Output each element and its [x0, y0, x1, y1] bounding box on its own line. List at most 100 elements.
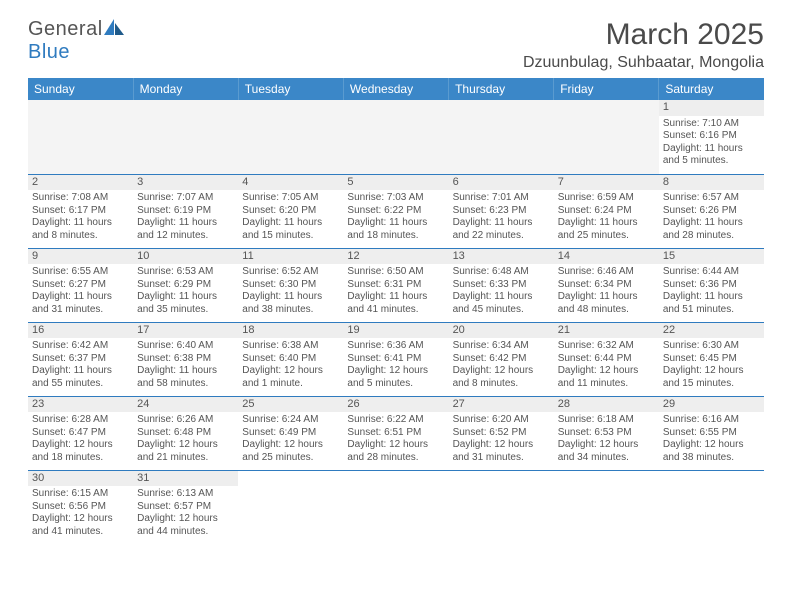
- sunrise-text: Sunrise: 7:07 AM: [137, 192, 234, 205]
- sunset-text: Sunset: 6:44 PM: [558, 353, 655, 366]
- calendar-cell: 6Sunrise: 7:01 AMSunset: 6:23 PMDaylight…: [449, 174, 554, 248]
- sunrise-text: Sunrise: 6:22 AM: [347, 414, 444, 427]
- daylight-text: Daylight: 11 hours and 12 minutes.: [137, 217, 234, 242]
- day-header: Monday: [133, 78, 238, 100]
- sunset-text: Sunset: 6:38 PM: [137, 353, 234, 366]
- day-number: 17: [133, 323, 238, 339]
- calendar-cell: 25Sunrise: 6:24 AMSunset: 6:49 PMDayligh…: [238, 396, 343, 470]
- calendar-week: 2Sunrise: 7:08 AMSunset: 6:17 PMDaylight…: [28, 174, 764, 248]
- sunrise-text: Sunrise: 6:52 AM: [242, 266, 339, 279]
- sunset-text: Sunset: 6:41 PM: [347, 353, 444, 366]
- sunset-text: Sunset: 6:24 PM: [558, 205, 655, 218]
- brand-logo: GeneralBlue: [28, 18, 126, 64]
- day-header: Sunday: [28, 78, 133, 100]
- daylight-text: Daylight: 12 hours and 31 minutes.: [453, 439, 550, 464]
- daylight-text: Daylight: 11 hours and 31 minutes.: [32, 291, 129, 316]
- calendar-cell: [28, 100, 133, 174]
- day-number: 23: [28, 397, 133, 413]
- calendar-body: 1Sunrise: 7:10 AMSunset: 6:16 PMDaylight…: [28, 100, 764, 544]
- daylight-text: Daylight: 12 hours and 15 minutes.: [663, 365, 760, 390]
- day-number: 24: [133, 397, 238, 413]
- calendar-cell: 31Sunrise: 6:13 AMSunset: 6:57 PMDayligh…: [133, 470, 238, 544]
- daylight-text: Daylight: 11 hours and 25 minutes.: [558, 217, 655, 242]
- day-header: Friday: [554, 78, 659, 100]
- daylight-text: Daylight: 12 hours and 11 minutes.: [558, 365, 655, 390]
- calendar-cell: 9Sunrise: 6:55 AMSunset: 6:27 PMDaylight…: [28, 248, 133, 322]
- calendar-cell: 21Sunrise: 6:32 AMSunset: 6:44 PMDayligh…: [554, 322, 659, 396]
- daylight-text: Daylight: 12 hours and 34 minutes.: [558, 439, 655, 464]
- calendar-cell: [554, 100, 659, 174]
- day-header: Tuesday: [238, 78, 343, 100]
- day-header: Thursday: [449, 78, 554, 100]
- calendar-cell: 24Sunrise: 6:26 AMSunset: 6:48 PMDayligh…: [133, 396, 238, 470]
- daylight-text: Daylight: 12 hours and 1 minute.: [242, 365, 339, 390]
- sunset-text: Sunset: 6:22 PM: [347, 205, 444, 218]
- calendar-cell: [449, 470, 554, 544]
- daylight-text: Daylight: 12 hours and 25 minutes.: [242, 439, 339, 464]
- day-number: 11: [238, 249, 343, 265]
- sunrise-text: Sunrise: 6:30 AM: [663, 340, 760, 353]
- sunrise-text: Sunrise: 6:24 AM: [242, 414, 339, 427]
- calendar-cell: 14Sunrise: 6:46 AMSunset: 6:34 PMDayligh…: [554, 248, 659, 322]
- sunset-text: Sunset: 6:51 PM: [347, 427, 444, 440]
- calendar-header-row: SundayMondayTuesdayWednesdayThursdayFrid…: [28, 78, 764, 100]
- daylight-text: Daylight: 12 hours and 18 minutes.: [32, 439, 129, 464]
- calendar-cell: [343, 470, 448, 544]
- daylight-text: Daylight: 12 hours and 28 minutes.: [347, 439, 444, 464]
- sunset-text: Sunset: 6:48 PM: [137, 427, 234, 440]
- daylight-text: Daylight: 11 hours and 22 minutes.: [453, 217, 550, 242]
- calendar-cell: 27Sunrise: 6:20 AMSunset: 6:52 PMDayligh…: [449, 396, 554, 470]
- title-block: March 2025 Dzuunbulag, Suhbaatar, Mongol…: [523, 18, 764, 72]
- calendar-cell: 28Sunrise: 6:18 AMSunset: 6:53 PMDayligh…: [554, 396, 659, 470]
- sunrise-text: Sunrise: 7:03 AM: [347, 192, 444, 205]
- day-number: 15: [659, 249, 764, 265]
- sunrise-text: Sunrise: 6:44 AM: [663, 266, 760, 279]
- sunset-text: Sunset: 6:30 PM: [242, 279, 339, 292]
- sail-icon: [104, 19, 126, 37]
- calendar-cell: 8Sunrise: 6:57 AMSunset: 6:26 PMDaylight…: [659, 174, 764, 248]
- calendar-cell: 1Sunrise: 7:10 AMSunset: 6:16 PMDaylight…: [659, 100, 764, 174]
- day-number: 2: [28, 175, 133, 191]
- sunrise-text: Sunrise: 6:55 AM: [32, 266, 129, 279]
- calendar-cell: 2Sunrise: 7:08 AMSunset: 6:17 PMDaylight…: [28, 174, 133, 248]
- daylight-text: Daylight: 11 hours and 58 minutes.: [137, 365, 234, 390]
- daylight-text: Daylight: 11 hours and 8 minutes.: [32, 217, 129, 242]
- brand-name: GeneralBlue: [28, 18, 126, 64]
- day-number: 10: [133, 249, 238, 265]
- sunset-text: Sunset: 6:20 PM: [242, 205, 339, 218]
- calendar-cell: [343, 100, 448, 174]
- sunset-text: Sunset: 6:31 PM: [347, 279, 444, 292]
- sunset-text: Sunset: 6:29 PM: [137, 279, 234, 292]
- day-number: 7: [554, 175, 659, 191]
- sunset-text: Sunset: 6:56 PM: [32, 501, 129, 514]
- daylight-text: Daylight: 12 hours and 21 minutes.: [137, 439, 234, 464]
- sunrise-text: Sunrise: 6:26 AM: [137, 414, 234, 427]
- calendar-cell: 18Sunrise: 6:38 AMSunset: 6:40 PMDayligh…: [238, 322, 343, 396]
- calendar-week: 30Sunrise: 6:15 AMSunset: 6:56 PMDayligh…: [28, 470, 764, 544]
- day-number: 25: [238, 397, 343, 413]
- daylight-text: Daylight: 11 hours and 28 minutes.: [663, 217, 760, 242]
- sunrise-text: Sunrise: 7:05 AM: [242, 192, 339, 205]
- daylight-text: Daylight: 11 hours and 18 minutes.: [347, 217, 444, 242]
- day-number: 22: [659, 323, 764, 339]
- calendar-week: 1Sunrise: 7:10 AMSunset: 6:16 PMDaylight…: [28, 100, 764, 174]
- calendar-cell: 4Sunrise: 7:05 AMSunset: 6:20 PMDaylight…: [238, 174, 343, 248]
- calendar-week: 9Sunrise: 6:55 AMSunset: 6:27 PMDaylight…: [28, 248, 764, 322]
- day-number: 21: [554, 323, 659, 339]
- sunrise-text: Sunrise: 6:46 AM: [558, 266, 655, 279]
- sunset-text: Sunset: 6:55 PM: [663, 427, 760, 440]
- calendar-cell: [133, 100, 238, 174]
- calendar-cell: 29Sunrise: 6:16 AMSunset: 6:55 PMDayligh…: [659, 396, 764, 470]
- calendar-cell: [238, 100, 343, 174]
- day-number: 3: [133, 175, 238, 191]
- day-number: 13: [449, 249, 554, 265]
- sunrise-text: Sunrise: 6:36 AM: [347, 340, 444, 353]
- day-number: 27: [449, 397, 554, 413]
- day-number: 31: [133, 471, 238, 487]
- sunset-text: Sunset: 6:47 PM: [32, 427, 129, 440]
- sunrise-text: Sunrise: 6:13 AM: [137, 488, 234, 501]
- calendar-cell: 3Sunrise: 7:07 AMSunset: 6:19 PMDaylight…: [133, 174, 238, 248]
- calendar-cell: 17Sunrise: 6:40 AMSunset: 6:38 PMDayligh…: [133, 322, 238, 396]
- sunset-text: Sunset: 6:17 PM: [32, 205, 129, 218]
- sunrise-text: Sunrise: 6:34 AM: [453, 340, 550, 353]
